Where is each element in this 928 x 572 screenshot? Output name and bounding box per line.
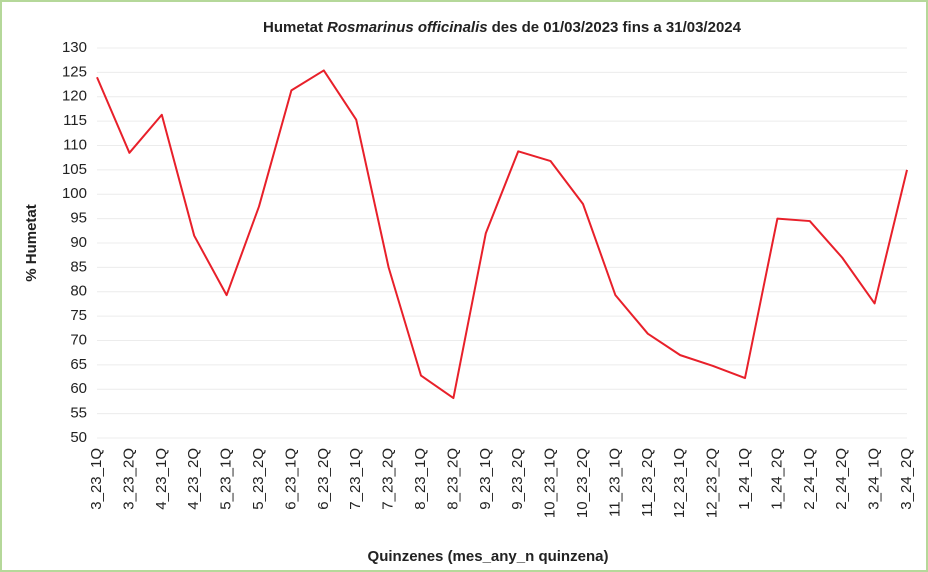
x-tick-label: 3_23_2Q [120,448,137,510]
x-tick-label: 5_23_1Q [218,448,235,510]
x-tick-label: 2_24_2Q [833,448,850,510]
y-tick-label: 130 [62,39,87,56]
y-axis-label: % Humetat [23,204,40,282]
y-tick-label: 115 [63,112,87,129]
x-tick-label: 11_23_2Q [639,448,656,517]
x-tick-label: 10_23_2Q [574,448,591,518]
x-tick-label: 6_23_1Q [282,448,299,510]
x-tick-label: 12_23_1Q [671,448,688,518]
x-tick-label: 10_23_1Q [542,448,559,518]
x-tick-label: 5_23_2Q [250,448,267,510]
x-tick-label: 3_24_2Q [898,448,915,510]
x-tick-label: 11_23_1Q [606,448,623,517]
y-tick-label: 85 [70,258,87,275]
chart-title: Humetat Rosmarinus officinalis des de 01/0… [263,19,742,36]
x-tick-label: 3_23_1Q [88,448,105,510]
y-tick-label: 70 [70,331,87,348]
x-tick-label: 1_24_2Q [768,448,785,510]
title-part: Rosmarinus officinalis [327,19,488,36]
x-tick-label: 7_23_1Q [347,448,364,510]
y-tick-label: 90 [70,234,87,251]
y-tick-label: 65 [70,356,87,373]
y-tick-label: 125 [62,63,87,80]
x-axis-label: Quinzenes (mes_any_n quinzena) [368,548,609,565]
y-tick-label: 60 [70,380,87,397]
x-tick-label: 1_24_1Q [736,448,753,510]
x-tick-label: 4_23_2Q [185,448,202,510]
y-tick-label: 75 [70,307,87,324]
y-tick-label: 50 [70,429,87,446]
y-tick-label: 110 [63,136,87,153]
x-tick-label: 8_23_1Q [412,448,429,510]
y-tick-label: 80 [70,283,87,300]
x-tick-label: 8_23_2Q [444,448,461,510]
data-line [96,69,908,400]
y-tick-label: 95 [70,210,87,227]
x-tick-label: 9_23_1Q [477,448,494,510]
x-tick-label: 7_23_2Q [380,448,397,510]
title-part: des de 01/03/2023 fins a 31/03/2024 [492,19,742,36]
x-tick-label: 3_24_1Q [866,448,883,510]
y-tick-label: 120 [62,88,87,105]
x-tick-label: 4_23_1Q [153,448,170,510]
x-tick-label: 6_23_2Q [315,448,332,510]
y-tick-label: 55 [70,405,87,422]
x-tick-label: 9_23_2Q [509,448,526,510]
x-tick-label: 12_23_2Q [704,448,721,518]
title-part: Humetat [263,19,323,36]
x-tick-label: 2_24_1Q [801,448,818,510]
y-tick-label: 100 [62,185,87,202]
y-tick-label: 105 [62,161,87,178]
